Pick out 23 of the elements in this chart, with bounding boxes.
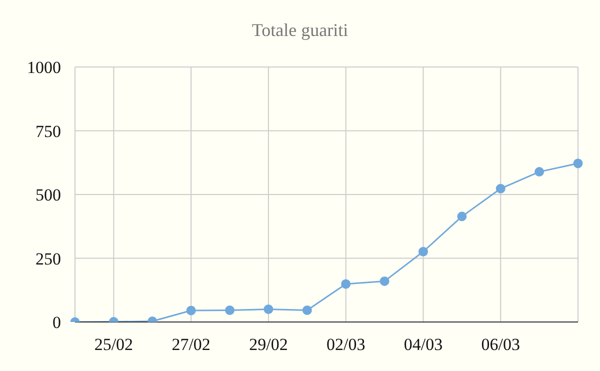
point <box>302 306 312 316</box>
chart-title: Totale guariti <box>250 20 350 41</box>
y-tick-label: 750 <box>36 122 61 141</box>
point <box>380 276 390 286</box>
point <box>573 158 583 168</box>
x-tick-label: 04/03 <box>404 335 443 354</box>
x-tick-label: 27/02 <box>172 335 210 354</box>
point <box>457 212 467 222</box>
x-tick-label: 25/02 <box>94 335 134 354</box>
point <box>186 306 196 316</box>
point <box>534 167 544 177</box>
point <box>496 184 506 194</box>
x-tick-label: 29/02 <box>249 335 288 354</box>
point <box>225 306 235 316</box>
y-tick-label: 0 <box>52 313 61 332</box>
y-tick-label: 500 <box>36 186 61 205</box>
y-tick-label: 1000 <box>27 58 61 78</box>
x-tick-label: 06/03 <box>481 335 520 354</box>
x-tick-label: 02/03 <box>326 335 366 354</box>
point <box>418 246 428 256</box>
point <box>264 304 274 314</box>
point <box>341 279 351 289</box>
y-tick-label: 250 <box>36 249 61 268</box>
